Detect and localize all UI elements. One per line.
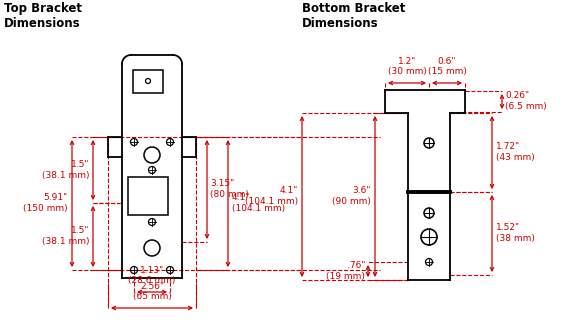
Text: 3.6"
(90 mm): 3.6" (90 mm) [332,186,371,206]
Text: 0.26"
(6.5 mm): 0.26" (6.5 mm) [505,91,547,111]
Text: 2.56"
(65 mm): 2.56" (65 mm) [133,281,172,301]
Text: 1.52"
(38 mm): 1.52" (38 mm) [496,223,535,243]
Text: 1.5"
(38.1 mm): 1.5" (38.1 mm) [42,226,89,246]
Text: Top Bracket
Dimensions: Top Bracket Dimensions [4,2,82,30]
Text: 1.72"
(43 mm): 1.72" (43 mm) [496,142,535,162]
Text: 1.13"
(28.6 mm): 1.13" (28.6 mm) [128,266,176,285]
Text: 5.91"
(150 mm): 5.91" (150 mm) [23,193,68,213]
Text: 0.6"
(15 mm): 0.6" (15 mm) [427,57,466,76]
Text: 1.2"
(30 mm): 1.2" (30 mm) [387,57,426,76]
Text: 4.1"
(104.1 mm): 4.1" (104.1 mm) [232,193,285,213]
Text: 1.5"
(38.1 mm): 1.5" (38.1 mm) [42,160,89,180]
Text: Bottom Bracket
Dimensions: Bottom Bracket Dimensions [302,2,405,30]
Text: .76"
(19 mm): .76" (19 mm) [326,261,365,281]
Bar [128,177,168,215]
Bar [133,70,163,93]
Text: 3.15"
(80 mm): 3.15" (80 mm) [210,179,249,199]
Text: 4.1"
(104.1 mm): 4.1" (104.1 mm) [245,186,298,206]
